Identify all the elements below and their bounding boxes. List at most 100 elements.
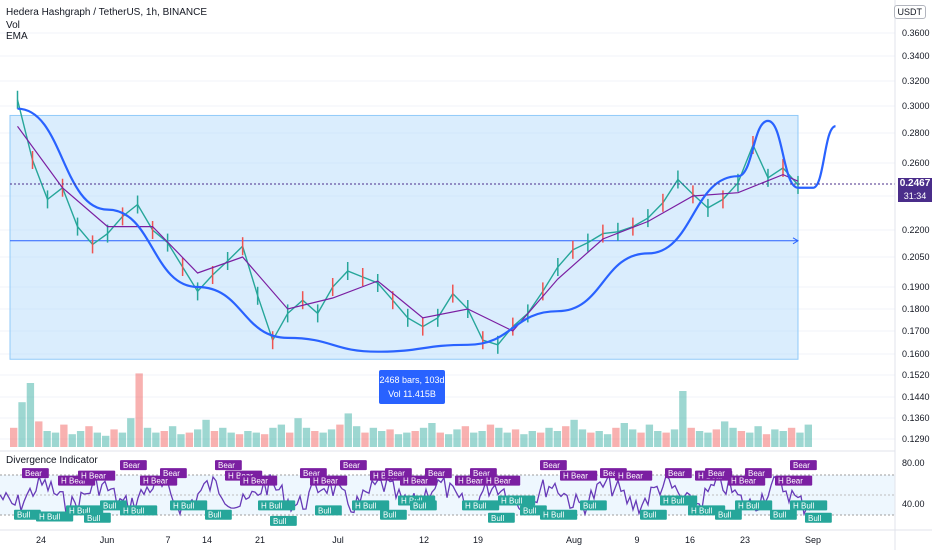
volume-bar	[495, 427, 503, 447]
divergence-label: H Bull	[790, 500, 828, 511]
divergence-label-text: Bull	[273, 517, 287, 526]
vol-legend[interactable]: Vol	[6, 20, 20, 31]
osc-level-label: 40.00	[902, 499, 925, 509]
divergence-label-bg	[160, 468, 187, 479]
divergence-label-bg	[170, 500, 208, 511]
volume-bar	[302, 427, 311, 447]
volume-bar	[779, 431, 787, 447]
volume-bar	[737, 431, 746, 447]
divergence-label-text: Bear	[218, 461, 235, 470]
volume-bar	[804, 424, 812, 447]
volume-bar	[628, 429, 637, 447]
range-box	[9, 114, 799, 360]
volume-bar	[787, 427, 796, 447]
divergence-label: Bear	[745, 468, 772, 479]
divergence-label-text: Bull	[208, 511, 222, 520]
divergence-label-text: H Bull	[465, 501, 487, 510]
volume-bar	[294, 418, 302, 447]
y-tick-label: 0.3000	[902, 101, 930, 111]
divergence-label-text: H Bear	[778, 477, 803, 486]
volume-bar	[26, 383, 35, 447]
volume-bar	[754, 426, 762, 447]
x-tick-label: Aug	[566, 535, 582, 545]
indicator-title[interactable]: Divergence Indicator	[6, 455, 98, 466]
divergence-label-bg	[483, 475, 521, 486]
divergence-label-text: H Bull	[663, 496, 685, 505]
divergence-label: Bull	[315, 505, 342, 516]
volume-bar	[511, 429, 520, 447]
volume-bar	[311, 431, 319, 447]
y-tick-label: 0.1700	[902, 326, 930, 336]
volume-bar	[587, 432, 595, 447]
divergence-label: Bull	[270, 515, 297, 526]
volume-bar	[219, 427, 227, 447]
divergence-label: Bear	[340, 460, 367, 471]
divergence-label: H Bull	[462, 500, 500, 511]
range-volume: Vol 11.415B	[388, 389, 436, 399]
divergence-label: H Bull	[120, 505, 158, 516]
divergence-label-bg	[540, 509, 578, 520]
volume-bar	[210, 431, 219, 447]
divergence-label-text: Bull	[103, 501, 117, 510]
volume-bar	[578, 429, 587, 447]
divergence-label: H Bull	[170, 500, 208, 511]
volume-bar	[729, 427, 737, 447]
volume-bar	[177, 434, 185, 447]
volume-bar	[319, 432, 327, 447]
divergence-label: H Bear	[483, 475, 521, 486]
divergence-label-bg	[790, 500, 828, 511]
volume-bar	[110, 429, 118, 447]
divergence-label-text: Bear	[473, 469, 490, 478]
divergence-label-bg	[560, 470, 598, 481]
volume-bar	[478, 431, 486, 447]
divergence-label-bg	[84, 512, 111, 523]
divergence-label-text: H Bear	[81, 472, 106, 481]
divergence-label: Bull	[805, 512, 832, 523]
volume-bar	[620, 423, 628, 447]
divergence-label-text: H Bear	[143, 477, 168, 486]
volume-bar	[43, 431, 51, 447]
range-info-box: 2468 bars, 103d Vol 11.415B	[379, 370, 445, 404]
divergence-label: Bull	[580, 500, 607, 511]
divergence-label-bg	[770, 509, 797, 520]
volume-bar	[411, 431, 419, 447]
divergence-label-bg	[540, 460, 567, 471]
volume-bar	[662, 432, 670, 447]
divergence-label-text: H Bull	[543, 511, 565, 520]
divergence-label-text: Bull	[773, 511, 787, 520]
y-tick-label: 0.1900	[902, 282, 930, 292]
divergence-label-bg	[615, 470, 653, 481]
divergence-label-text: H Bull	[355, 501, 377, 510]
main-pane	[0, 32, 895, 447]
divergence-label-bg	[14, 509, 41, 520]
volume-bar	[771, 429, 779, 447]
volume-bar	[595, 431, 603, 447]
divergence-label: H Bear	[775, 475, 813, 486]
y-tick-label: 0.1440	[902, 392, 930, 402]
volume-bar	[712, 429, 720, 447]
y-tick-label: 0.1520	[902, 370, 930, 380]
volume-bar	[654, 431, 662, 447]
currency-badge[interactable]: USDT	[893, 5, 926, 19]
divergence-label-bg	[78, 470, 116, 481]
divergence-label-text: Bull	[318, 506, 332, 515]
x-tick-label: 23	[740, 535, 750, 545]
divergence-label-text: Bear	[603, 469, 620, 478]
volume-bar	[536, 432, 545, 447]
y-tick-label: 0.1360	[902, 413, 930, 423]
ema-legend[interactable]: EMA	[6, 31, 28, 42]
divergence-label: H Bull	[352, 500, 390, 511]
volume-bar	[570, 419, 578, 447]
bar-countdown: 31:34	[903, 191, 927, 201]
divergence-label-bg	[705, 468, 732, 479]
divergence-label-bg	[745, 468, 772, 479]
symbol-title[interactable]: Hedera Hashgraph / TetherUS, 1h, BINANCE	[6, 7, 208, 18]
volume-bar	[118, 432, 127, 447]
volume-bar	[444, 434, 453, 447]
divergence-label: H Bear	[78, 470, 116, 481]
divergence-label: H Bull	[36, 511, 74, 522]
divergence-label-text: H Bull	[39, 513, 61, 522]
divergence-label-bg	[410, 500, 437, 511]
